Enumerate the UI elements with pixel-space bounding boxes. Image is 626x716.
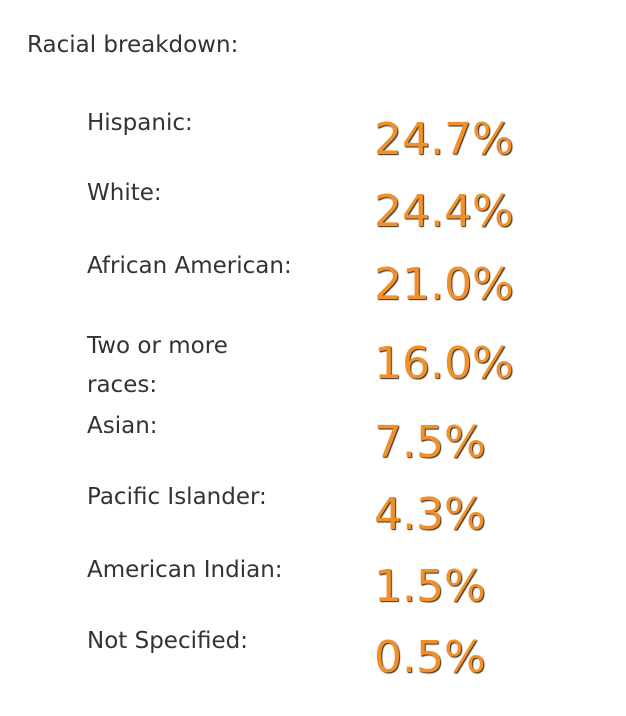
row-value: 4.3% bbox=[374, 489, 486, 540]
row-label: American Indian: bbox=[87, 556, 283, 583]
row-label: Pacific Islander: bbox=[87, 483, 267, 510]
row-label: Hispanic: bbox=[87, 109, 193, 136]
row-value: 16.0% bbox=[374, 338, 514, 389]
row-value: 24.4% bbox=[374, 186, 514, 237]
row-value: 1.5% bbox=[374, 561, 486, 612]
row-label: White: bbox=[87, 179, 162, 206]
section-title: Racial breakdown: bbox=[27, 32, 239, 58]
row-label: Asian: bbox=[87, 412, 158, 439]
row-label: Not Specified: bbox=[87, 627, 248, 654]
row-value: 21.0% bbox=[374, 259, 514, 310]
row-value: 0.5% bbox=[374, 632, 486, 683]
row-value: 7.5% bbox=[374, 417, 486, 468]
row-label: African American: bbox=[87, 252, 292, 279]
row-label: Two or more races: bbox=[87, 332, 228, 398]
row-value: 24.7% bbox=[374, 114, 514, 165]
